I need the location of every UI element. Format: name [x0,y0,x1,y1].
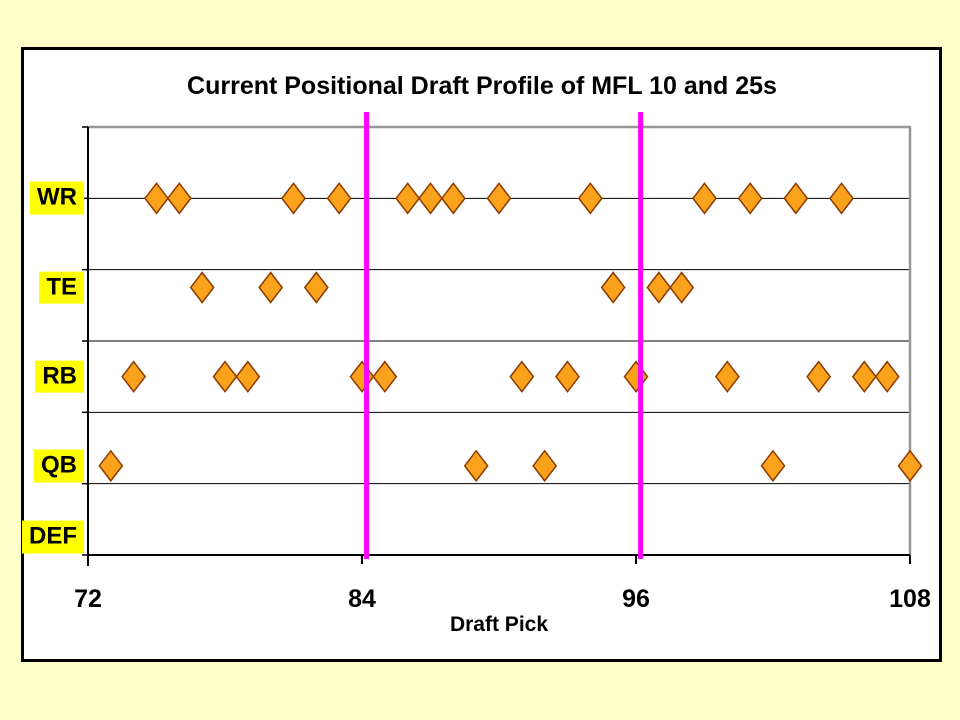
data-point-diamond [829,182,854,215]
x-tick-label: 108 [889,585,931,613]
data-point-diamond [783,182,809,215]
y-category-label-rb: RB [35,360,84,394]
data-point-diamond [760,449,786,483]
data-point-diamond [98,449,124,483]
x-axis-label: Draft Pick [449,613,549,636]
data-point-diamond [258,271,284,304]
data-point-diamond [669,271,695,304]
data-point-diamond [418,182,443,215]
data-point-diamond [851,360,877,393]
chart-title: Current Positional Draft Profile of MFL … [187,72,777,100]
data-point-diamond [212,360,238,393]
data-point-diamond [600,271,626,304]
x-tick-label: 84 [348,585,376,613]
chart-panel [21,47,942,662]
data-point-diamond [463,449,489,483]
data-point-diamond [806,360,832,393]
x-tick-label: 96 [622,585,650,613]
data-point-diamond [349,360,375,393]
data-point-diamond [509,360,535,393]
y-category-label-def: DEF [22,520,84,554]
x-tick-label: 72 [74,585,102,613]
data-point-diamond [121,360,147,393]
data-point-diamond [874,360,900,393]
data-point-diamond [555,360,580,393]
data-point-diamond [440,182,466,215]
data-point-diamond [303,271,329,304]
data-point-diamond [532,449,558,483]
data-point-diamond [166,182,192,215]
data-point-diamond [189,271,215,304]
y-category-label-qb: QB [34,449,84,483]
data-point-diamond [692,182,717,215]
data-point-diamond [144,182,169,215]
data-point-diamond [395,182,421,215]
data-point-diamond [623,360,649,393]
data-point-diamond [897,449,923,483]
data-point-diamond [714,360,740,393]
data-point-diamond [737,182,763,215]
y-category-label-wr: WR [30,181,84,215]
data-point-diamond [235,360,261,393]
data-point-diamond [646,271,672,304]
data-point-diamond [326,182,352,215]
data-point-diamond [486,182,512,215]
data-point-diamond [577,182,603,215]
data-point-diamond [372,360,398,393]
y-category-label-te: TE [39,271,84,304]
data-point-diamond [281,182,306,215]
